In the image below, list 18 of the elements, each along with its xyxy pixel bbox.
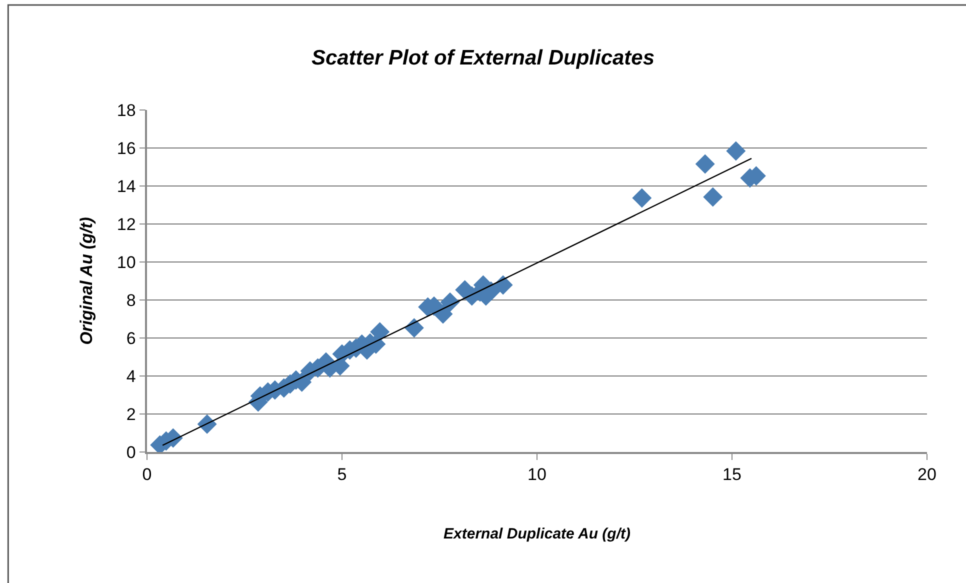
y-tick-label: 0: [126, 442, 136, 462]
x-tick-label: 20: [918, 465, 936, 484]
x-tick-label: 15: [722, 465, 742, 484]
x-axis-title: External Duplicate Au (g/t): [444, 526, 630, 543]
chart-title: Scatter Plot of External Duplicates: [311, 46, 655, 70]
y-tick-label: 16: [116, 138, 136, 158]
y-tick-label: 4: [126, 366, 136, 386]
y-tick-label: 14: [116, 176, 136, 196]
y-tick-label: 12: [116, 214, 136, 234]
x-tick-label: 5: [337, 465, 347, 484]
y-tick-label: 18: [116, 100, 136, 120]
y-tick-label: 2: [126, 404, 136, 424]
y-tick-label: 8: [126, 290, 136, 310]
y-axis-title: Original Au (g/t): [76, 216, 96, 345]
y-tick-label: 6: [126, 328, 136, 348]
x-tick-label: 0: [142, 465, 152, 484]
y-tick-label: 10: [116, 252, 136, 272]
x-tick-label: 10: [528, 465, 546, 484]
